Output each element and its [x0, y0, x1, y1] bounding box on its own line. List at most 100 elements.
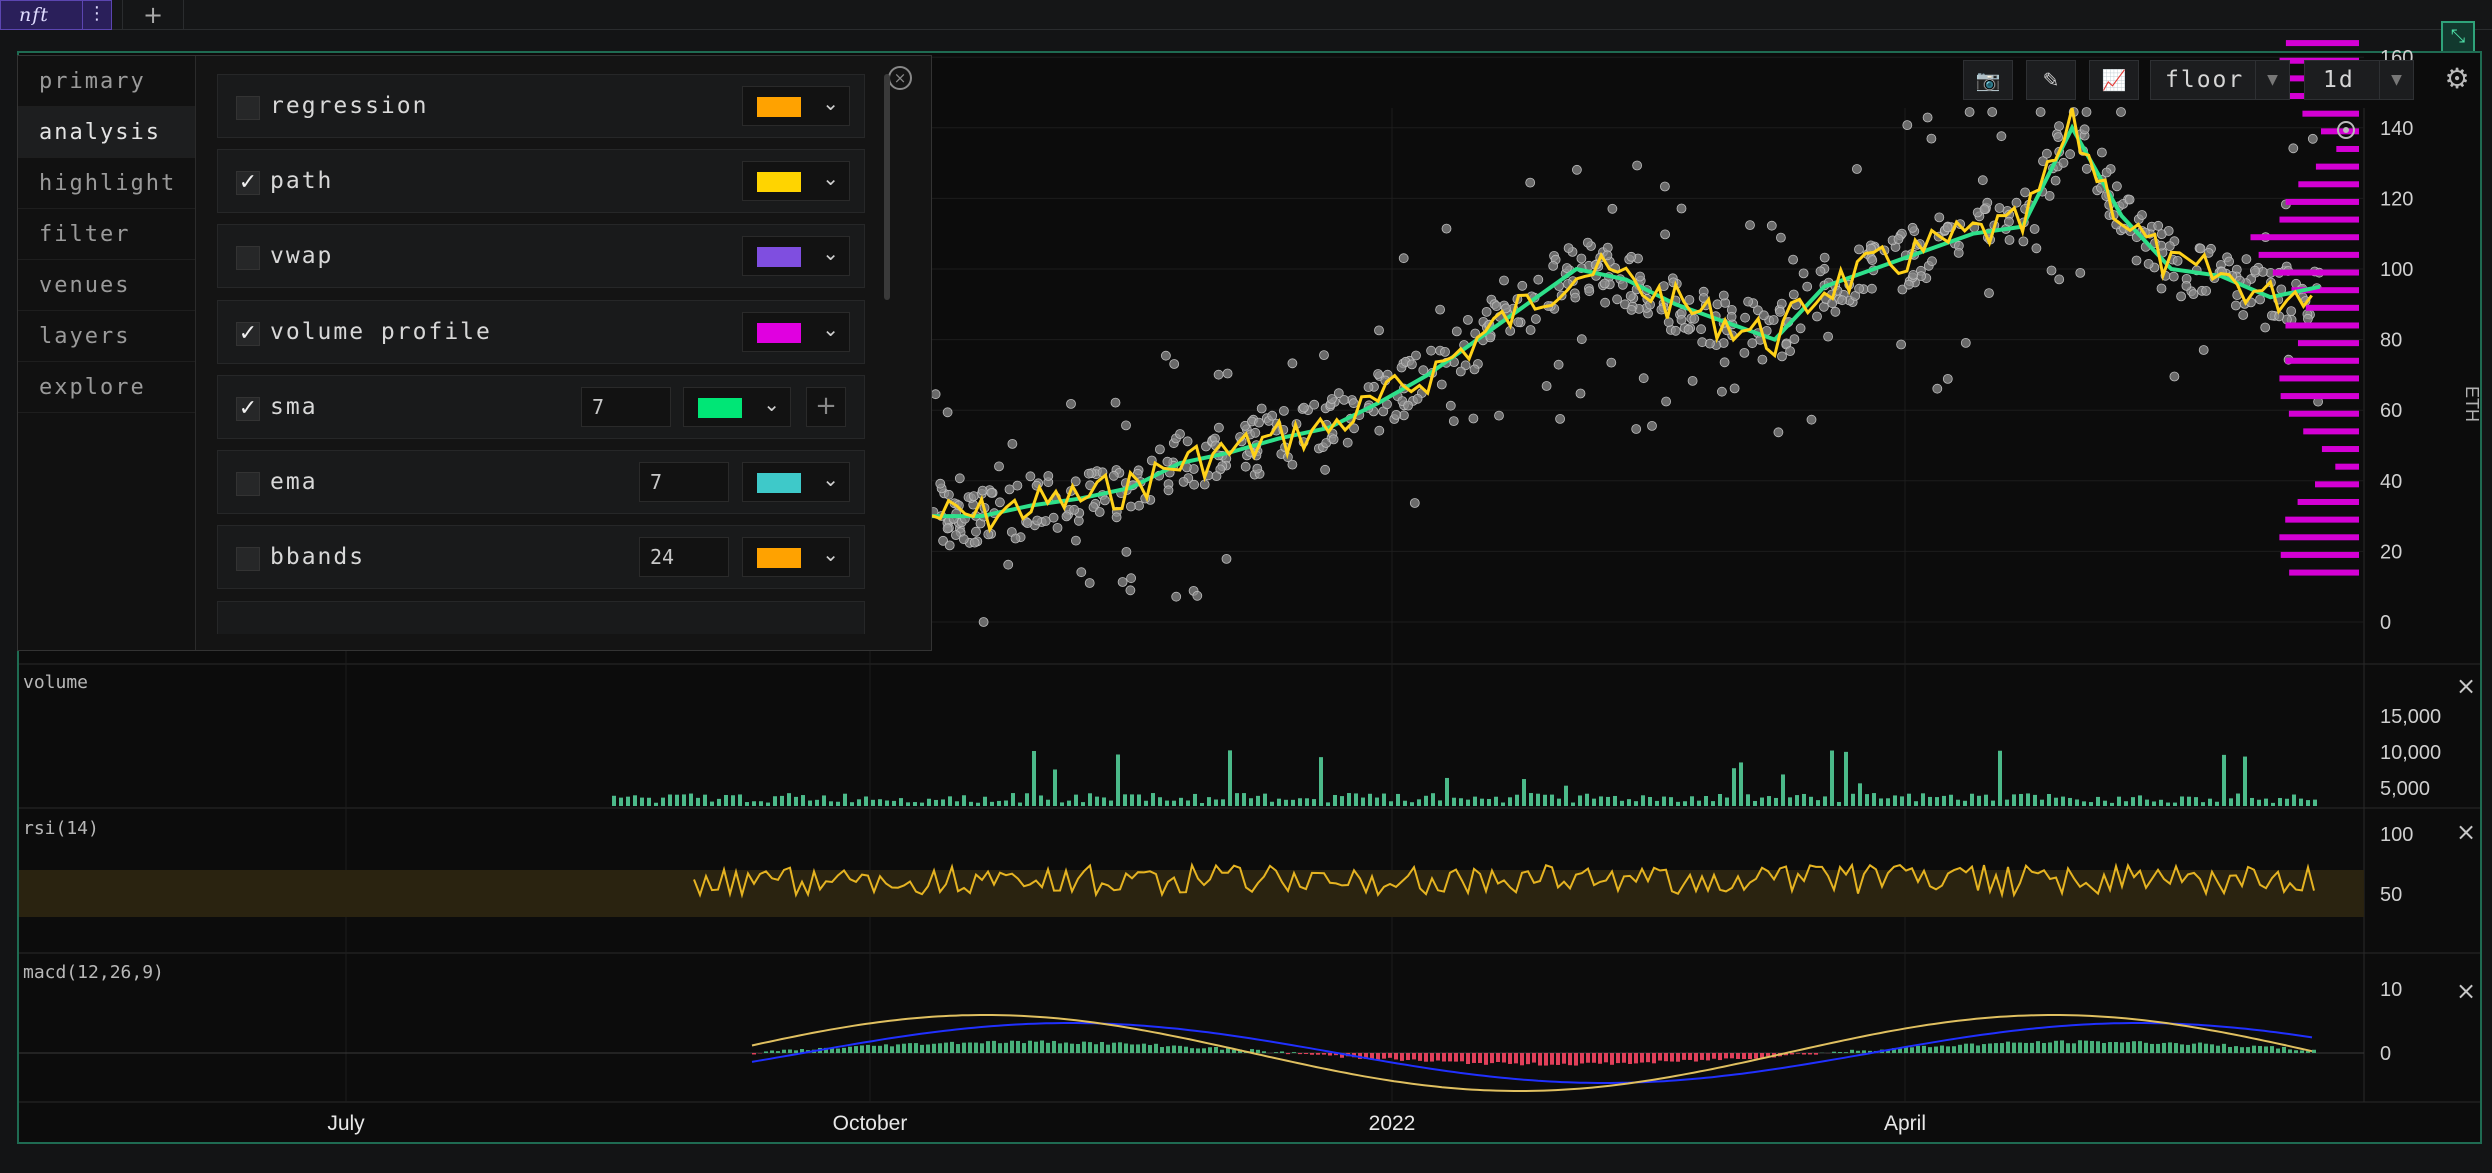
color-picker[interactable]: ⌄: [742, 161, 850, 201]
macd-bar: [1280, 1051, 1284, 1053]
chart-type-button[interactable]: 📈: [2089, 60, 2139, 100]
color-picker[interactable]: ⌄: [742, 537, 850, 577]
volume-bar: [1291, 799, 1295, 806]
chevron-down-icon: ⌄: [822, 91, 839, 115]
macd-bar: [1556, 1053, 1560, 1065]
color-picker[interactable]: ⌄: [742, 86, 850, 126]
macd-bar: [2168, 1042, 2172, 1053]
interval-select[interactable]: 1d ▼: [2304, 60, 2414, 100]
scatter-point: [1830, 306, 1841, 317]
indicator-checkbox[interactable]: [236, 96, 260, 120]
macd-bar: [2174, 1043, 2178, 1053]
camera-icon: 📷: [1975, 68, 2001, 92]
tab-nft[interactable]: nft ⋮: [0, 0, 112, 30]
add-tab-button[interactable]: +: [122, 0, 184, 30]
scatter-point: [2224, 256, 2235, 267]
scatter-point: [2079, 124, 2090, 135]
volume-bar: [1970, 793, 1974, 806]
macd-bar: [2258, 1045, 2262, 1053]
color-picker[interactable]: ⌄: [683, 387, 791, 427]
scatter-point: [1448, 416, 1459, 427]
period-input[interactable]: 7: [581, 387, 671, 427]
scatter-point: [1066, 398, 1076, 409]
pane-close-icon[interactable]: ×: [2456, 818, 2476, 846]
volume-bar: [1949, 794, 1953, 806]
macd-bar: [2210, 1044, 2214, 1053]
volume-bar: [1501, 802, 1505, 806]
indicator-checkbox[interactable]: ✓: [236, 171, 260, 195]
macd-bar: [1862, 1050, 1866, 1053]
metric-select[interactable]: floor ▼: [2150, 60, 2290, 100]
volume-bar: [640, 797, 644, 806]
macd-bar: [1808, 1053, 1812, 1055]
indicator-checkbox[interactable]: [236, 547, 260, 571]
indicator-checkbox[interactable]: ✓: [236, 397, 260, 421]
settings-button[interactable]: ⚙: [2440, 62, 2474, 96]
macd-bar: [1490, 1053, 1494, 1064]
scatter-point: [1852, 164, 1862, 174]
macd-bar: [1400, 1053, 1404, 1061]
macd-bar: [2294, 1050, 2298, 1053]
pane-close-icon[interactable]: ×: [2456, 672, 2476, 700]
macd-bar: [2018, 1042, 2022, 1053]
macd-bar: [2102, 1042, 2106, 1053]
scatter-point: [1788, 289, 1799, 300]
indicator-row-volume-profile: ✓ volume profile ⌄: [217, 300, 865, 364]
panel-section-filter[interactable]: filter: [18, 209, 195, 260]
scatter-point: [1391, 409, 1402, 420]
macd-bar: [1754, 1053, 1758, 1059]
scatter-point: [1626, 304, 1637, 315]
scatter-point: [1795, 323, 1806, 334]
volume-bar: [1578, 795, 1582, 806]
color-picker[interactable]: ⌄: [742, 236, 850, 276]
volume-bar: [1900, 796, 1904, 806]
indicator-checkbox[interactable]: [236, 472, 260, 496]
close-icon[interactable]: ×: [888, 66, 912, 90]
panel-section-venues[interactable]: venues: [18, 260, 195, 311]
scatter-point: [1798, 268, 1809, 279]
volume-bar: [1830, 750, 1834, 806]
period-input[interactable]: 24: [639, 537, 729, 577]
volume-bar: [2285, 798, 2289, 806]
macd-bar: [1502, 1053, 1506, 1063]
panel-section-explore[interactable]: explore: [18, 362, 195, 413]
macd-bar: [1940, 1045, 1944, 1053]
volume-bar: [1060, 802, 1064, 806]
screenshot-button[interactable]: 📷: [1963, 60, 2013, 100]
indicator-checkbox[interactable]: [236, 246, 260, 270]
scatter-point: [1267, 410, 1278, 421]
macd-bar: [2150, 1043, 2154, 1053]
scatter-point: [2020, 187, 2030, 198]
macd-bar: [884, 1044, 888, 1053]
volume-bar: [1571, 802, 1575, 806]
color-swatch: [757, 548, 801, 568]
color-picker[interactable]: ⌄: [742, 462, 850, 502]
volume-bar: [1452, 797, 1456, 806]
scatter-point: [1635, 271, 1645, 282]
panel-scrollbar[interactable]: [884, 74, 890, 300]
add-icon[interactable]: +: [806, 387, 846, 427]
scatter-point: [1942, 373, 1953, 384]
panel-section-primary[interactable]: primary: [18, 56, 195, 107]
volume-bar: [1158, 797, 1162, 806]
volume-bar: [1333, 794, 1337, 806]
scatter-point: [1541, 381, 1552, 391]
macd-bar: [764, 1051, 768, 1053]
scatter-point: [1625, 291, 1636, 301]
panel-section-highlight[interactable]: highlight: [18, 158, 195, 209]
panel-section-layers[interactable]: layers: [18, 311, 195, 362]
macd-bar: [872, 1045, 876, 1053]
panel-section-analysis[interactable]: analysis: [18, 107, 195, 158]
scatter-point: [1491, 301, 1502, 312]
color-picker[interactable]: ⌄: [742, 312, 850, 352]
period-input[interactable]: 7: [639, 462, 729, 502]
pane-close-icon[interactable]: ×: [2456, 977, 2476, 1005]
indicator-checkbox[interactable]: ✓: [236, 322, 260, 346]
scatter-point: [2053, 132, 2064, 143]
scatter-point: [2302, 313, 2313, 324]
draw-button[interactable]: ✎: [2026, 60, 2076, 100]
tab-more-icon[interactable]: ⋮: [81, 0, 111, 30]
macd-bar: [2264, 1046, 2268, 1053]
price-tick-label: 140: [2380, 118, 2413, 140]
